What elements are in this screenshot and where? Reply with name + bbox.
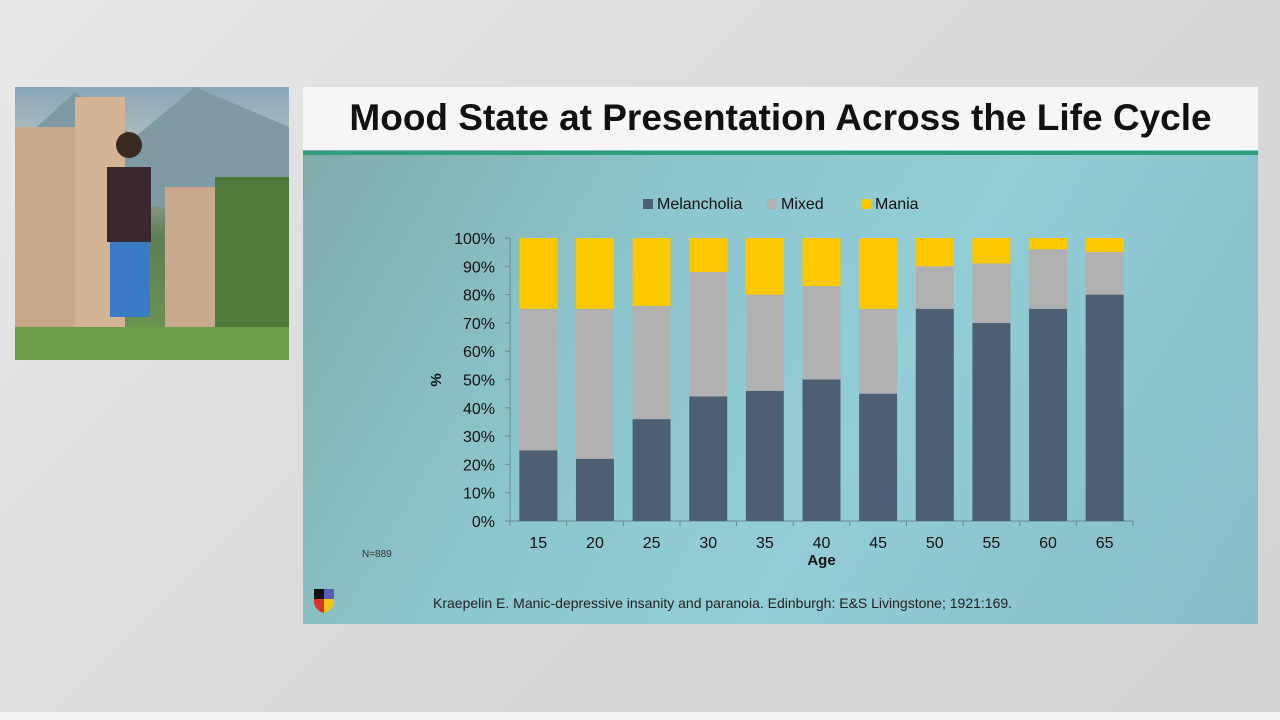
bar-mania-35 bbox=[745, 238, 784, 295]
bar-melancholia-15 bbox=[519, 450, 558, 521]
slide-title: Mood State at Presentation Across the Li… bbox=[349, 97, 1212, 138]
y-tick-label: 10% bbox=[463, 486, 495, 503]
legend-swatch-mania bbox=[861, 199, 871, 209]
building bbox=[15, 127, 75, 327]
x-tick-label: 65 bbox=[1096, 535, 1114, 552]
x-tick-label: 45 bbox=[869, 535, 887, 552]
bar-mania-65 bbox=[1085, 238, 1124, 253]
title-underline bbox=[303, 151, 1258, 155]
speaker-head bbox=[116, 132, 142, 158]
bar-mixed-20 bbox=[575, 308, 614, 459]
speaker-legs bbox=[110, 237, 150, 317]
bottom-bar bbox=[0, 712, 1280, 720]
legend-swatch-mixed bbox=[767, 199, 777, 209]
x-tick-label: 25 bbox=[643, 535, 661, 552]
bar-mixed-40 bbox=[802, 286, 841, 380]
institution-logo-icon bbox=[314, 589, 334, 613]
bar-mixed-25 bbox=[632, 305, 671, 420]
bar-mixed-35 bbox=[745, 294, 784, 391]
y-tick-label: 50% bbox=[463, 373, 495, 390]
x-tick-label: 30 bbox=[699, 535, 717, 552]
legend-label-mania: Mania bbox=[875, 196, 919, 213]
grass bbox=[15, 327, 289, 360]
bar-melancholia-65 bbox=[1085, 294, 1124, 521]
bar-mania-40 bbox=[802, 238, 841, 287]
bar-mixed-50 bbox=[915, 266, 954, 309]
x-tick-label: 15 bbox=[529, 535, 547, 552]
trees bbox=[215, 177, 289, 337]
speaker-jacket bbox=[107, 167, 151, 242]
y-tick-label: 40% bbox=[463, 401, 495, 418]
bar-melancholia-40 bbox=[802, 379, 841, 521]
x-tick-label: 35 bbox=[756, 535, 774, 552]
title-strip: Mood State at Presentation Across the Li… bbox=[303, 87, 1258, 150]
bar-mania-30 bbox=[689, 238, 728, 272]
sample-size: N=889 bbox=[362, 549, 392, 560]
bar-mania-50 bbox=[915, 238, 954, 267]
stacked-bar-chart: 0% 10% 20% 30% 40% 50% 60% 70% 80% 90% 100% 15 20 25 3… bbox=[428, 196, 1134, 569]
y-axis-label: % bbox=[428, 373, 445, 386]
bar-melancholia-50 bbox=[915, 308, 954, 521]
y-tick-label: 60% bbox=[463, 344, 495, 361]
bar-mixed-65 bbox=[1085, 252, 1124, 295]
bar-melancholia-60 bbox=[1029, 308, 1068, 521]
bar-mania-20 bbox=[575, 238, 614, 309]
y-tick-label: 100% bbox=[454, 231, 495, 248]
x-tick-label: 40 bbox=[813, 535, 831, 552]
bar-mania-25 bbox=[632, 238, 671, 306]
x-tick-label: 55 bbox=[983, 535, 1001, 552]
bar-melancholia-25 bbox=[632, 419, 671, 521]
legend-swatch-melancholia bbox=[643, 199, 653, 209]
legend-label-melancholia: Melancholia bbox=[657, 196, 742, 213]
bar-mixed-45 bbox=[859, 308, 898, 394]
bar-mixed-15 bbox=[519, 308, 558, 451]
y-tick-label: 80% bbox=[463, 288, 495, 305]
speaker-video bbox=[15, 87, 289, 360]
x-tick-label: 50 bbox=[926, 535, 944, 552]
presentation-slide: Mood State at Presentation Across the Li… bbox=[303, 87, 1258, 624]
x-tick-label: 60 bbox=[1039, 535, 1057, 552]
y-tick-label: 90% bbox=[463, 259, 495, 276]
x-tick-label: 20 bbox=[586, 535, 604, 552]
citation: Kraepelin E. Manic-depressive insanity a… bbox=[433, 595, 1013, 611]
speaker-scene bbox=[15, 87, 289, 360]
bar-mania-60 bbox=[1029, 238, 1068, 250]
bar-melancholia-55 bbox=[972, 322, 1011, 521]
bar-mania-55 bbox=[972, 238, 1011, 264]
bar-melancholia-45 bbox=[859, 393, 898, 521]
bar-melancholia-20 bbox=[575, 458, 614, 521]
bar-mixed-55 bbox=[972, 263, 1011, 323]
bar-mania-45 bbox=[859, 238, 898, 309]
bar-melancholia-30 bbox=[689, 396, 728, 521]
legend-label-mixed: Mixed bbox=[781, 196, 824, 213]
bar-mixed-30 bbox=[689, 271, 728, 397]
y-tick-label: 30% bbox=[463, 429, 495, 446]
y-tick-label: 70% bbox=[463, 316, 495, 333]
bar-mixed-60 bbox=[1029, 249, 1068, 309]
bar-mania-15 bbox=[519, 238, 558, 309]
y-tick-label: 20% bbox=[463, 457, 495, 474]
x-axis-label: Age bbox=[807, 552, 835, 569]
y-tick-label: 0% bbox=[472, 514, 495, 531]
bar-melancholia-35 bbox=[745, 390, 784, 521]
